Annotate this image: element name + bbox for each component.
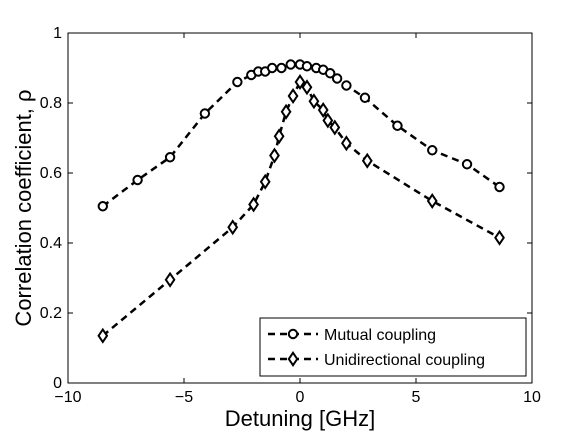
- data-point: [276, 62, 287, 74]
- data-point: [285, 59, 296, 70]
- y-tick-label: 0.2: [40, 305, 62, 322]
- data-point: [164, 152, 176, 163]
- data-point: [324, 68, 336, 79]
- legend-item: Unidirectional coupling: [268, 351, 485, 369]
- data-point: [248, 196, 260, 213]
- data-point: [259, 173, 271, 190]
- data-point: [331, 73, 343, 84]
- data-point: [427, 145, 438, 156]
- y-tick-label: 0.8: [40, 95, 62, 112]
- data-point: [132, 174, 143, 186]
- data-point: [97, 201, 109, 212]
- legend-marker: [287, 328, 299, 340]
- ticks-layer: −10 −5 0 5 10 0 0.2 0.4 0.6 0.8 1: [40, 25, 541, 406]
- legend-box: [259, 317, 527, 377]
- data-point: [269, 147, 280, 164]
- series-unidirectional-coupling: [97, 74, 505, 344]
- data-point: [164, 271, 176, 288]
- series-mutual-coupling: [97, 59, 505, 212]
- data-point: [322, 112, 334, 129]
- y-tick-label: 0.6: [40, 165, 62, 182]
- x-tick-label: 0: [296, 389, 305, 406]
- data-point: [301, 61, 313, 72]
- data-point: [273, 128, 285, 145]
- data-point: [494, 229, 505, 246]
- x-tick-label: 10: [523, 389, 541, 406]
- data-point: [280, 103, 292, 120]
- data-point: [294, 74, 306, 90]
- legend-item: Mutual coupling: [268, 327, 436, 344]
- data-point: [266, 62, 278, 74]
- plot-layer: [97, 59, 505, 344]
- legend-marker: [287, 351, 299, 367]
- data-point: [392, 120, 403, 131]
- legend-label: Mutual coupling: [324, 327, 436, 344]
- legend-items: Mutual coupling Unidirectional coupling: [268, 327, 485, 369]
- data-point: [340, 135, 352, 152]
- y-axis-label: Correlation coefficient, ρ: [11, 89, 36, 326]
- data-point: [97, 327, 109, 344]
- data-point: [232, 76, 243, 88]
- x-tick-label: −5: [175, 389, 193, 406]
- data-point: [329, 119, 341, 136]
- x-tick-label: 5: [412, 389, 421, 406]
- x-axis-label: Detuning [GHz]: [225, 406, 375, 431]
- data-point: [426, 193, 438, 209]
- series-line: [102, 63, 501, 208]
- y-tick-label: 0.4: [40, 235, 62, 252]
- data-point: [317, 102, 329, 118]
- data-point: [227, 219, 239, 236]
- data-point: [341, 80, 352, 91]
- data-point: [361, 152, 373, 169]
- data-point: [461, 159, 473, 170]
- data-point: [308, 93, 320, 110]
- data-point: [494, 181, 505, 193]
- y-tick-label: 0: [53, 375, 62, 392]
- x-tick-label: −10: [54, 389, 81, 406]
- data-point: [287, 88, 299, 104]
- data-point: [301, 79, 313, 96]
- legend: Mutual coupling Unidirectional coupling: [259, 317, 527, 377]
- y-tick-label: 1: [53, 25, 62, 42]
- data-point: [199, 108, 211, 119]
- legend-label: Unidirectional coupling: [324, 352, 485, 369]
- data-point: [359, 92, 371, 103]
